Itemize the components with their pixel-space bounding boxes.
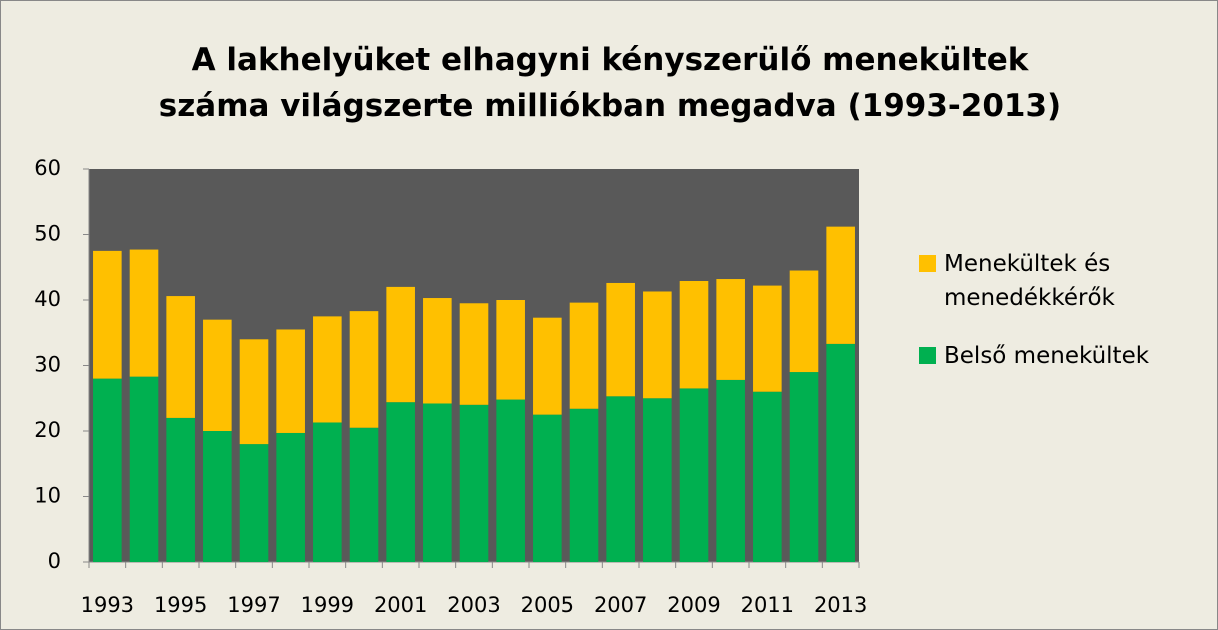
bar-segment	[386, 286, 415, 403]
y-tick-label: 40	[34, 287, 61, 311]
x-tick-label: 2005	[521, 593, 574, 617]
x-tick-label: 2001	[374, 593, 427, 617]
bar-segment	[716, 279, 745, 380]
bar-segment	[496, 399, 525, 562]
legend-swatch	[919, 347, 936, 364]
y-tick-label: 50	[34, 222, 61, 246]
y-tick-label: 10	[34, 484, 61, 508]
bar-segment	[129, 376, 159, 562]
bar-segment	[679, 388, 709, 562]
bar-segment	[569, 408, 599, 562]
bar-segment	[716, 379, 745, 562]
x-tick-label: 1995	[154, 593, 207, 617]
x-tick-label: 2009	[667, 593, 720, 617]
y-tick-label: 30	[34, 353, 61, 377]
legend-item: Menekültek és menedékkérők	[919, 247, 1209, 315]
bar-segment	[166, 296, 195, 418]
bar-segment	[203, 319, 232, 431]
bar-segment	[423, 403, 452, 562]
x-tick-label: 2007	[594, 593, 647, 617]
bar-segment	[753, 285, 782, 392]
bar-segment	[826, 343, 855, 562]
bar-segment	[643, 398, 672, 562]
bar-segment	[789, 372, 819, 562]
title-box: A lakhelyüket elhagyni kényszerülő menek…	[1, 37, 1217, 129]
bar-segment	[533, 317, 562, 415]
legend-swatch	[919, 255, 936, 272]
bar-segment	[606, 282, 635, 397]
y-tick-label: 0	[48, 549, 61, 573]
bar-segment	[423, 298, 452, 404]
bar-segment	[129, 249, 159, 377]
legend-label: Menekültek és menedékkérők	[944, 251, 1115, 311]
bar-segment	[93, 250, 122, 379]
bar-segment	[166, 417, 195, 562]
bar-segment	[679, 281, 709, 389]
bar-segment	[459, 404, 489, 562]
x-tick-label: 1999	[301, 593, 354, 617]
bar-segment	[349, 311, 379, 428]
y-tick-label: 20	[34, 418, 61, 442]
bar-segment	[643, 291, 672, 399]
bar-segment	[239, 339, 269, 445]
legend: Menekültek és menedékkérők Belső menekült…	[919, 247, 1209, 397]
x-tick-label: 1997	[227, 593, 280, 617]
bar-segment	[533, 414, 562, 562]
bar-segment	[203, 431, 232, 562]
chart-title: A lakhelyüket elhagyni kényszerülő menek…	[158, 42, 1062, 124]
bar-segment	[276, 329, 305, 433]
bar-segment	[93, 378, 122, 562]
bar-segment	[313, 316, 342, 423]
bar-segment	[789, 270, 819, 373]
legend-item: Belső menekültek	[919, 339, 1209, 373]
bar-segment	[826, 226, 855, 344]
bar-segment	[276, 432, 305, 562]
x-tick-label: 1993	[81, 593, 134, 617]
bar-segment	[496, 300, 525, 400]
bar-segment	[386, 402, 415, 562]
x-tick-label: 2003	[447, 593, 500, 617]
legend-label: Belső menekültek	[944, 343, 1150, 369]
y-tick-label: 60	[34, 156, 61, 180]
bar-segment	[349, 427, 379, 562]
x-tick-label: 2011	[741, 593, 794, 617]
bar-segment	[313, 422, 342, 562]
bar-segment	[239, 444, 269, 562]
bar-segment	[459, 303, 489, 405]
bar-segment	[606, 396, 635, 562]
x-tick-label: 2013	[814, 593, 867, 617]
bar-segment	[753, 391, 782, 562]
bar-segment	[569, 302, 599, 409]
